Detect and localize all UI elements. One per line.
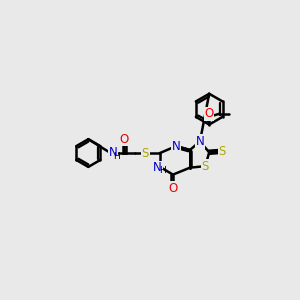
Text: N: N xyxy=(153,161,162,174)
Text: N: N xyxy=(196,135,204,148)
Text: H: H xyxy=(159,166,166,175)
Text: O: O xyxy=(205,107,214,120)
Text: O: O xyxy=(168,182,178,195)
Text: H: H xyxy=(113,152,120,161)
Text: O: O xyxy=(120,133,129,146)
Text: N: N xyxy=(109,146,117,159)
Text: S: S xyxy=(202,160,209,172)
Text: S: S xyxy=(219,145,226,158)
Text: N: N xyxy=(172,140,181,153)
Text: S: S xyxy=(142,146,149,160)
